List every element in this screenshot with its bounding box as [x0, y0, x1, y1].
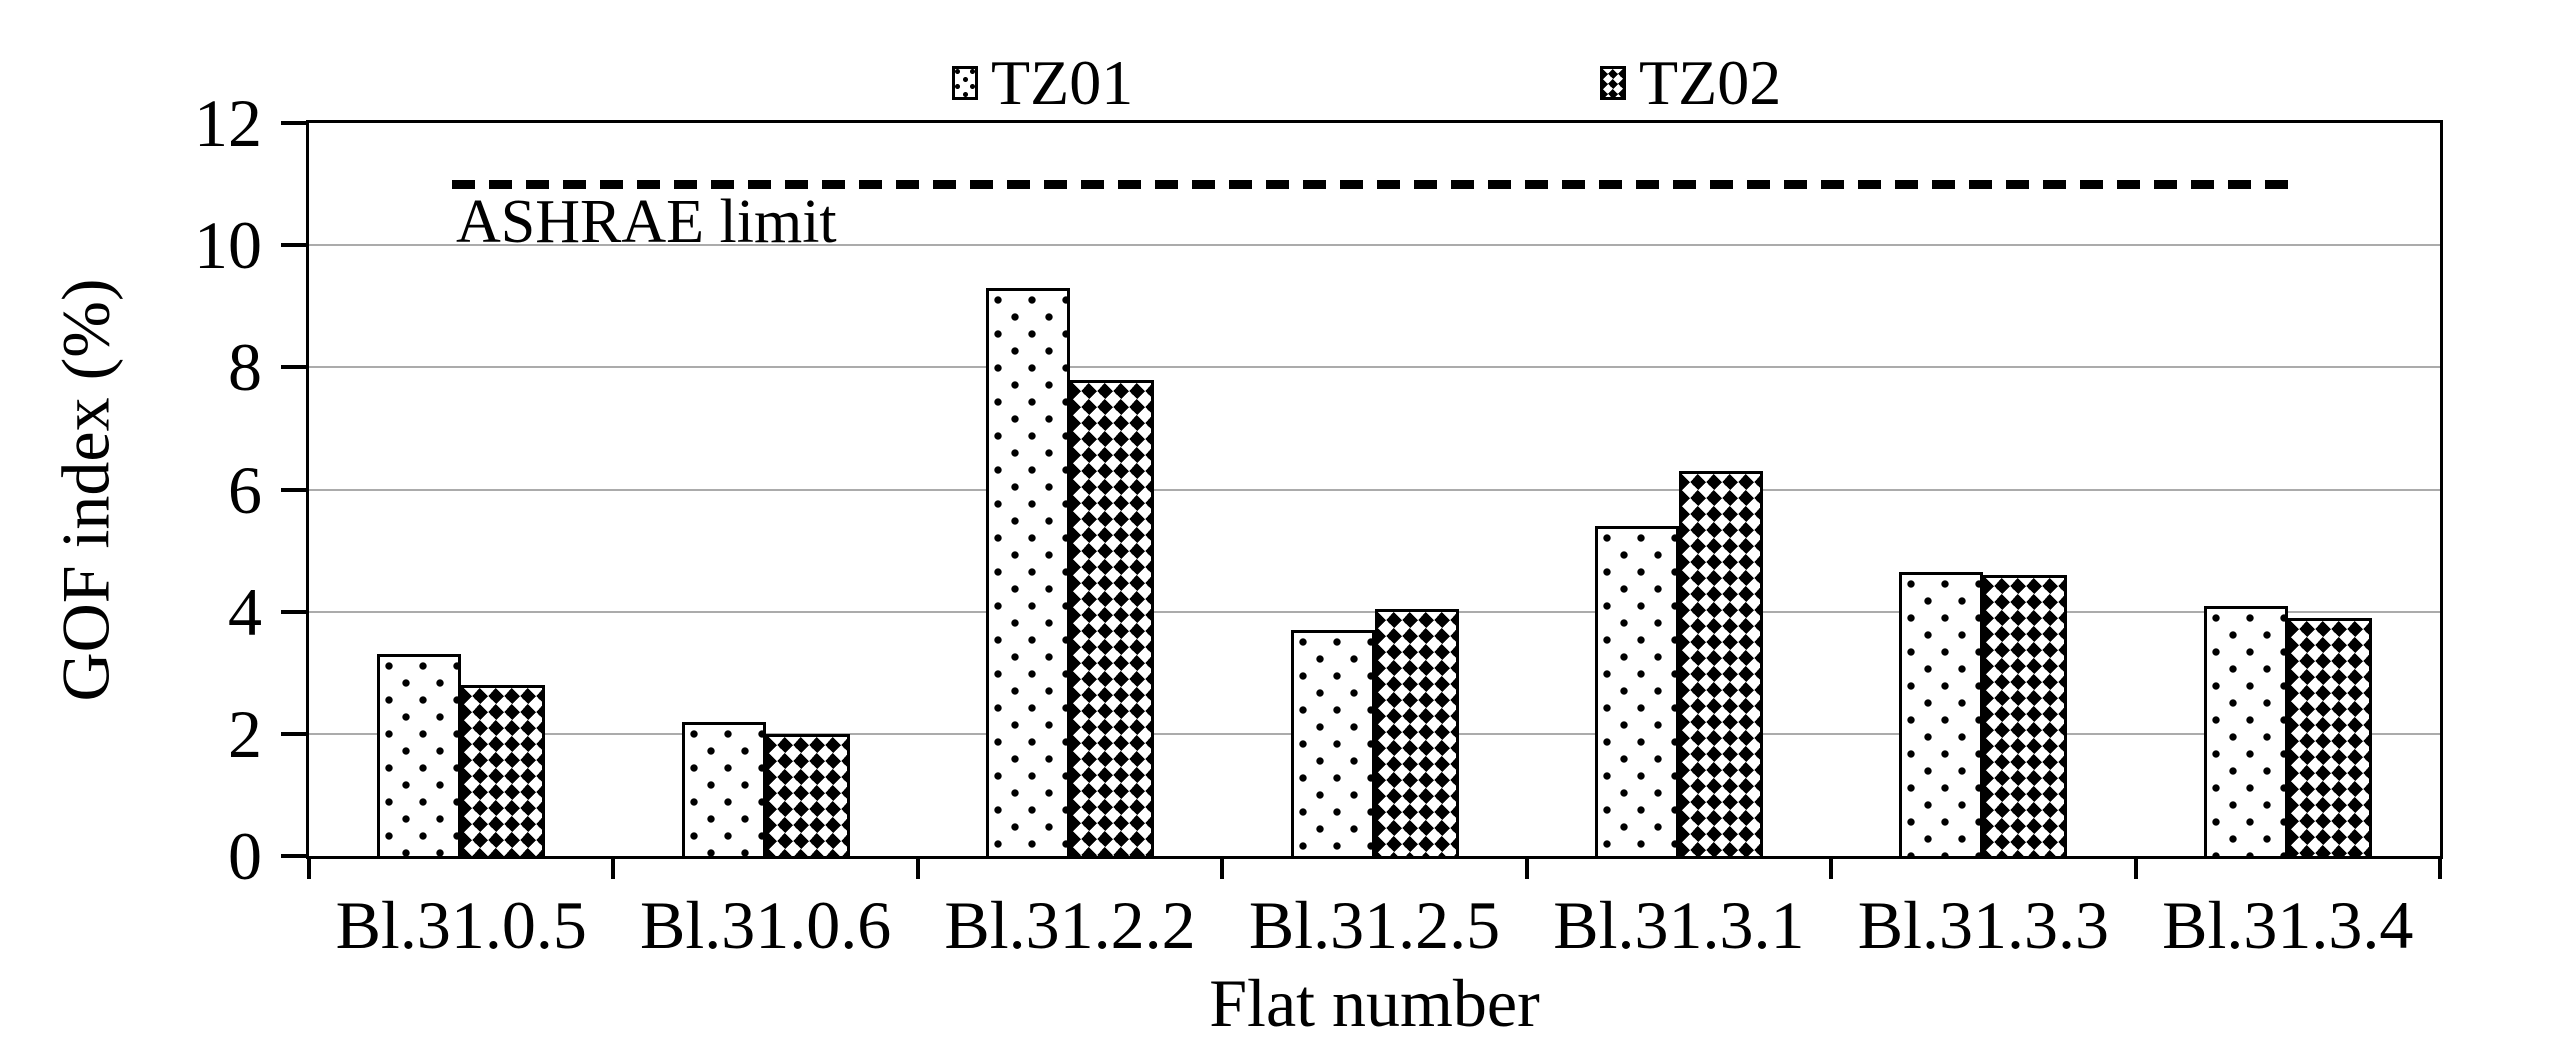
bar-tz01-bl.31.2.5 — [1290, 630, 1375, 856]
x-boundary-tick-0 — [307, 859, 311, 879]
y-tick-label-6: 6 — [228, 451, 262, 528]
gridline-y8 — [309, 366, 2440, 369]
bar-tz01-bl.31.3.4 — [2203, 605, 2288, 856]
bar-tz01-bl.31.0.5 — [377, 654, 462, 856]
y-tick-label-8: 8 — [228, 329, 262, 406]
bar-tz02-bl.31.2.2 — [1070, 379, 1155, 856]
x-category-label-bl.31.3.3: Bl.31.3.3 — [1857, 887, 2109, 963]
x-boundary-tick-3 — [1220, 859, 1225, 879]
x-axis-title: Flat number — [1209, 965, 1540, 1041]
y-tick-8 — [281, 365, 309, 370]
y-tick-label-2: 2 — [228, 695, 262, 772]
x-boundary-tick-1 — [611, 859, 616, 879]
legend-label-tz02: TZ02 — [1639, 47, 1782, 118]
plot-area: ASHRAE limit — [306, 120, 2443, 859]
y-tick-label-0: 0 — [228, 818, 262, 894]
bar-tz01-bl.31.0.6 — [681, 721, 766, 856]
x-boundary-tick-5 — [1829, 859, 1834, 879]
y-tick-label-10: 10 — [194, 207, 262, 284]
x-category-label-bl.31.0.5: Bl.31.0.5 — [335, 887, 587, 963]
x-boundary-tick-6 — [2133, 859, 2138, 879]
legend-entry-tz01: TZ01 — [952, 47, 1134, 118]
y-tick-10 — [281, 243, 309, 248]
legend-label-tz01: TZ01 — [991, 47, 1134, 118]
y-tick-label-4: 4 — [228, 573, 262, 650]
tz01-pattern-swatch-icon — [952, 66, 978, 101]
x-boundary-tick-2 — [915, 859, 920, 879]
bar-tz01-bl.31.2.2 — [986, 287, 1071, 856]
bar-tz02-bl.31.2.5 — [1374, 608, 1459, 856]
y-tick-12 — [281, 121, 309, 125]
bar-tz02-bl.31.3.1 — [1678, 471, 1763, 856]
y-tick-6 — [281, 487, 309, 492]
x-category-label-bl.31.3.1: Bl.31.3.1 — [1553, 887, 1805, 963]
bar-tz01-bl.31.3.3 — [1899, 571, 1984, 856]
x-boundary-tick-4 — [1524, 859, 1529, 879]
bar-tz02-bl.31.0.5 — [461, 684, 546, 856]
x-category-label-bl.31.2.5: Bl.31.2.5 — [1248, 887, 1501, 963]
x-category-label-bl.31.2.2: Bl.31.2.2 — [944, 887, 1196, 963]
ashrae-limit-reference-line — [452, 180, 2290, 190]
gridline-y6 — [309, 488, 2440, 491]
y-tick-2 — [281, 731, 309, 736]
bar-tz02-bl.31.3.3 — [1983, 575, 2068, 856]
y-tick-4 — [281, 609, 309, 614]
x-category-label-bl.31.3.4: Bl.31.3.4 — [2162, 887, 2414, 963]
bar-tz02-bl.31.3.4 — [2287, 617, 2372, 856]
x-boundary-tick-7 — [2438, 859, 2442, 879]
gridline-y10 — [309, 244, 2440, 247]
legend-entry-tz02: TZ02 — [1600, 47, 1782, 118]
y-tick-0 — [281, 854, 309, 858]
ashrae-limit-label: ASHRAE limit — [456, 188, 837, 256]
y-tick-label-12: 12 — [194, 85, 262, 161]
x-category-label-bl.31.0.6: Bl.31.0.6 — [640, 887, 892, 963]
bar-tz01-bl.31.3.1 — [1594, 526, 1679, 856]
bar-tz02-bl.31.0.6 — [765, 733, 850, 856]
tz02-pattern-swatch-icon — [1600, 66, 1626, 101]
